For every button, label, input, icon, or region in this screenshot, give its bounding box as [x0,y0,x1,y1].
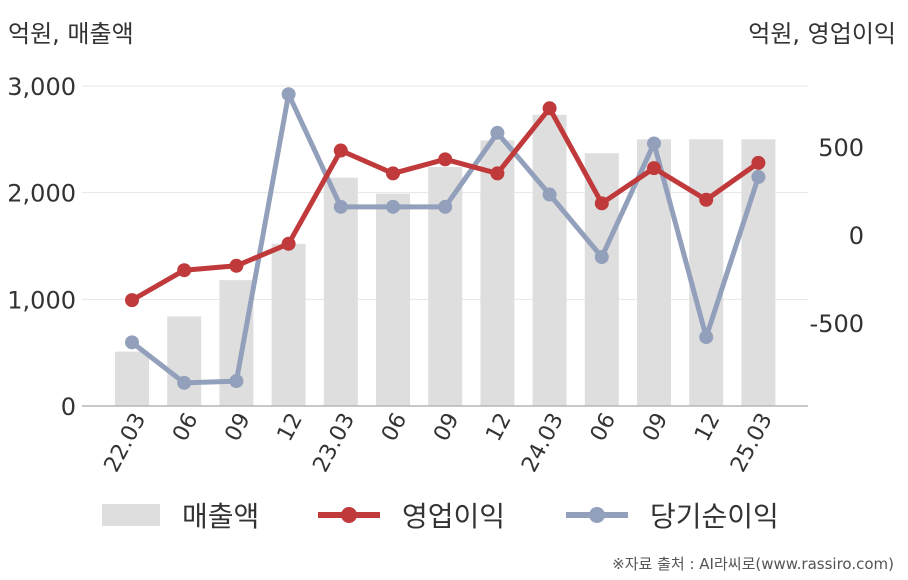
y-right-tick-label: 500 [818,134,864,162]
legend-swatch-net [566,504,628,526]
y-left-tick-label: 2,000 [7,180,76,208]
legend-item-operating: 영업이익 [318,490,505,540]
x-tick-label: 25.03 [726,409,778,476]
operating-profit-point [490,166,505,181]
revenue-bar [532,114,567,407]
line-series [125,87,766,390]
legend-swatch-operating [318,504,380,526]
legend-item-revenue: 매출액 [102,490,259,540]
x-tick-label: 12 [273,409,308,445]
operating-profit-point [542,101,557,116]
y-right-tick-label: -500 [810,310,864,338]
revenue-bar [376,193,410,406]
x-tick-label: 06 [586,409,621,445]
net-income-point [177,375,192,390]
right-axis-unit: 억원, 영업이익 [748,20,896,48]
operating-profit-point [594,196,609,211]
net-income-point [699,330,714,345]
revenue-bar [480,140,515,406]
legend-label-revenue: 매출액 [182,500,260,533]
net-income-point [386,199,400,214]
net-income-point [333,199,348,214]
net-income-point [594,250,609,264]
x-tick-label: 09 [638,409,673,445]
net-income-point [229,374,244,389]
revenue-bar [271,243,306,406]
operating-profit-point [438,152,453,167]
x-tick-label: 06 [168,409,203,445]
legend-item-net: 당기순이익 [566,490,779,540]
legend-swatch-revenue [102,504,160,526]
operating-profit-point [177,263,192,278]
net-income-point [751,169,766,184]
legend-label-operating: 영업이익 [402,500,506,533]
net-income-point [542,187,557,202]
operating-profit-point [229,258,244,273]
operating-profit-point [647,161,661,176]
net-income-point [125,335,139,350]
y-right-tick-label: 0 [849,222,864,250]
x-tick-label: 12 [481,409,516,445]
x-tick-label: 09 [220,409,255,445]
net-income-point [281,87,296,102]
x-tick-label: 23.03 [308,409,360,476]
y-left-tick-label: 1,000 [7,286,76,314]
x-tick-label: 24.03 [517,409,569,476]
y-left-tick-label: 3,000 [7,73,76,101]
operating-profit-point [751,155,766,170]
operating-profit-point [386,166,400,181]
legend: 매출액 영업이익 당기순이익 [0,490,908,540]
net-income-point [490,125,505,140]
x-tick-label: 12 [690,409,725,445]
net-income-point [438,199,453,214]
x-tick-label: 22.03 [100,409,152,476]
revenue-bar [689,139,724,407]
operating-profit-point [125,293,139,308]
operating-profit-point [281,236,296,251]
revenue-bar [167,316,202,406]
operating-profit-point [699,192,714,207]
revenue-bar [584,153,619,406]
left-axis-unit: 억원, 매출액 [8,20,134,48]
x-tick-label: 09 [429,409,464,445]
revenue-bar [115,351,149,406]
revenue-bar [323,177,358,406]
legend-label-net: 당기순이익 [650,500,779,533]
net-income-point [647,136,661,151]
source-note: ※자료 출처 : AI라씨로(www.rassiro.com) [612,555,894,573]
revenue-bars [115,114,776,407]
operating-profit-point [333,143,348,158]
y-left-tick-label: 0 [61,393,76,421]
x-tick-label: 06 [377,409,412,445]
